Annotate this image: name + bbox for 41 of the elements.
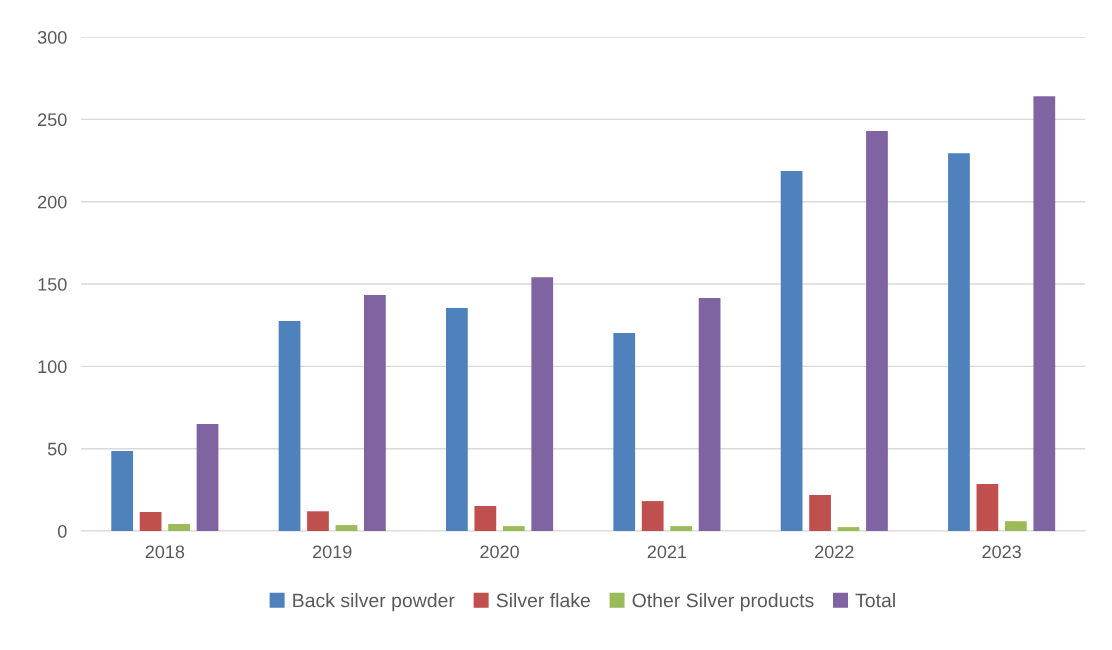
legend-label: Silver flake xyxy=(496,593,590,608)
x-tick-label: 2021 xyxy=(647,545,687,559)
bar xyxy=(780,171,803,532)
bar xyxy=(976,484,999,532)
bar xyxy=(613,333,636,532)
bar xyxy=(1004,521,1027,532)
bar xyxy=(1033,96,1056,532)
x-tick-label: 2022 xyxy=(815,545,854,559)
y-tick-label: 200 xyxy=(38,195,67,209)
y-tick-label: 100 xyxy=(38,360,67,374)
bar xyxy=(641,501,664,532)
x-tick-label: 2020 xyxy=(480,545,519,559)
bar xyxy=(837,527,860,532)
bar xyxy=(168,523,190,532)
bar xyxy=(446,308,468,532)
y-tick-label: 0 xyxy=(57,524,67,538)
bar xyxy=(948,153,970,532)
legend-label: Total xyxy=(855,593,895,608)
bar xyxy=(307,511,329,532)
bar xyxy=(139,512,162,532)
bar xyxy=(196,424,219,532)
y-tick-label: 250 xyxy=(38,113,67,127)
bar xyxy=(866,130,888,532)
legend-label: Other Silver products xyxy=(632,593,814,612)
x-tick-label: 2023 xyxy=(982,545,1021,559)
y-tick-label: 150 xyxy=(38,277,67,291)
bar xyxy=(809,494,831,532)
y-tick-label: 300 xyxy=(37,30,67,44)
bar xyxy=(111,451,134,532)
bar xyxy=(670,526,693,532)
bar xyxy=(502,526,525,532)
bar xyxy=(364,295,386,532)
bar xyxy=(698,298,721,532)
bar xyxy=(335,525,358,532)
x-tick-label: 2018 xyxy=(145,545,185,559)
y-tick-label: 50 xyxy=(47,442,67,456)
legend-label: Back silver powder xyxy=(293,593,455,612)
bar xyxy=(474,506,497,532)
bar xyxy=(278,321,301,532)
x-tick-label: 2019 xyxy=(313,545,352,559)
bar xyxy=(531,277,554,532)
